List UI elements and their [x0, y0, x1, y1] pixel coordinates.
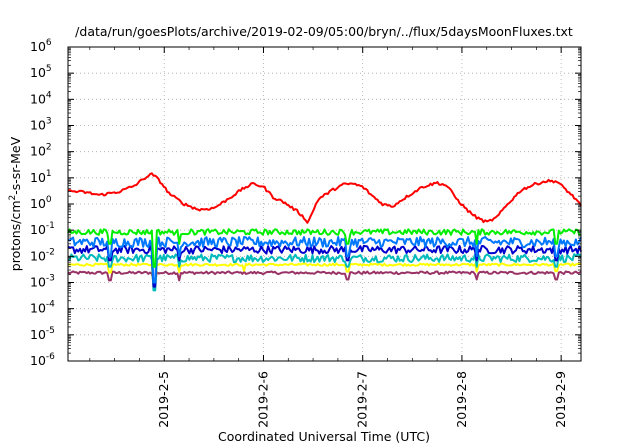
y-tick-label: 102 [30, 143, 52, 159]
y-tick-label: 10-6 [30, 352, 55, 368]
x-axis: 2019-2-5 2019-2-6 2019-2-7 2019-2-8 2019-2-9 [89, 47, 568, 428]
y-axis-label-rest: -s-sr-MeV [8, 136, 23, 194]
y-tick-exponent: -1 [46, 221, 55, 231]
series-line-6 [67, 172, 582, 224]
y-tick-exponent: -3 [46, 274, 55, 284]
y-axis-label: protons/cm2-s-sr-MeV [8, 136, 23, 271]
x-tick-label: 2019-2-8 [454, 371, 469, 428]
y-tick-label: 103 [30, 117, 52, 133]
y-tick-label: 100 [30, 195, 52, 211]
series-group [67, 172, 582, 292]
y-tick-label: 10-2 [30, 247, 55, 263]
y-tick-label: 106 [30, 38, 52, 54]
x-tick-label: 2019-2-6 [255, 371, 270, 428]
y-axis-label-base: protons/cm [8, 200, 23, 271]
series-line-4 [67, 236, 582, 284]
series-line-1 [67, 262, 582, 290]
y-tick-exponent: -4 [46, 300, 55, 310]
y-tick-exponent: 4 [46, 90, 52, 100]
y-tick-label: 10-3 [30, 274, 55, 290]
y-tick-exponent: 3 [46, 117, 52, 127]
y-axis-label-sup: 2 [8, 195, 18, 201]
series-line-2 [67, 253, 582, 292]
x-tick-label: 2019-2-5 [156, 371, 171, 428]
y-tick-exponent: -6 [46, 352, 55, 362]
grid [68, 47, 581, 361]
series-line-5 [67, 228, 582, 268]
y-tick-exponent: 0 [46, 195, 52, 205]
y-tick-label: 104 [30, 90, 52, 106]
y-tick-label: 10-5 [30, 326, 55, 342]
x-axis-label: Coordinated Universal Time (UTC) [218, 429, 430, 444]
x-tick-label: 2019-2-7 [355, 371, 370, 428]
y-tick-label: 105 [30, 64, 52, 80]
y-tick-exponent: 6 [46, 38, 52, 48]
series-line-0 [67, 270, 582, 283]
y-tick-exponent: -2 [46, 247, 55, 257]
y-tick-exponent: -5 [46, 326, 55, 336]
series-line-3 [67, 244, 582, 288]
y-tick-exponent: 1 [46, 169, 52, 179]
x-tick-label: 2019-2-9 [553, 371, 568, 428]
y-tick-label: 101 [30, 169, 52, 185]
y-tick-label: 10-4 [30, 300, 55, 316]
y-axis: 10-610-510-410-310-210-11001011021031041… [30, 38, 581, 368]
y-tick-exponent: 2 [46, 143, 52, 153]
chart-title: /data/run/goesPlots/archive/2019-02-09/0… [75, 24, 573, 39]
y-tick-label: 10-1 [30, 221, 55, 237]
y-tick-exponent: 5 [46, 64, 52, 74]
